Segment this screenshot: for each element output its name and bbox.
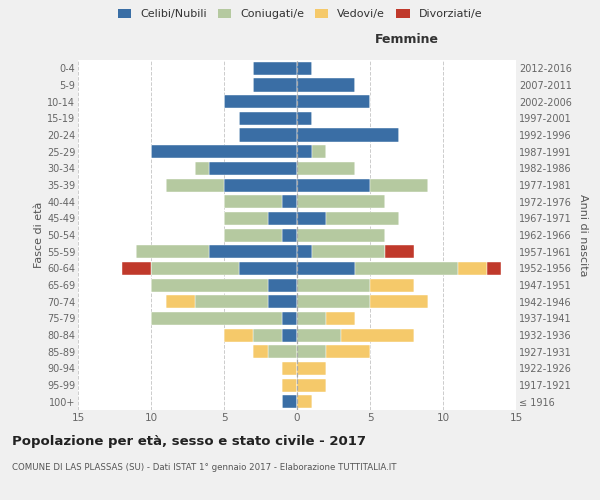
Bar [283,362,297,375]
Text: Popolazione per età, sesso e stato civile - 2017: Popolazione per età, sesso e stato civil… [12,435,366,448]
Bar [268,295,297,308]
Bar [268,345,297,358]
Bar [297,362,326,375]
Bar [224,195,283,208]
Bar [297,145,311,158]
Bar [224,178,297,192]
Bar [311,245,385,258]
Bar [283,328,297,342]
Bar [297,62,311,75]
Bar [224,212,268,225]
Bar [209,162,297,175]
Bar [458,262,487,275]
Bar [297,78,355,92]
Bar [297,128,399,141]
Bar [151,312,283,325]
Bar [239,262,297,275]
Bar [297,378,326,392]
Bar [209,245,297,258]
Bar [224,228,283,241]
Bar [297,195,385,208]
Bar [195,162,209,175]
Bar [326,345,370,358]
Bar [297,212,326,225]
Bar [239,112,297,125]
Bar [297,262,355,275]
Bar [253,62,297,75]
Bar [283,312,297,325]
Bar [326,312,355,325]
Bar [297,112,311,125]
Bar [370,178,428,192]
Bar [370,295,428,308]
Bar [166,295,195,308]
Bar [268,212,297,225]
Bar [297,312,326,325]
Bar [385,245,414,258]
Bar [370,278,414,291]
Bar [151,262,239,275]
Bar [341,328,414,342]
Bar [297,278,370,291]
Bar [487,262,502,275]
Bar [283,228,297,241]
Bar [253,328,283,342]
Bar [239,128,297,141]
Bar [166,178,224,192]
Bar [326,212,399,225]
Bar [151,145,297,158]
Bar [297,345,326,358]
Bar [224,95,297,108]
Bar [283,378,297,392]
Bar [224,328,253,342]
Bar [297,178,370,192]
Bar [253,345,268,358]
Bar [268,278,297,291]
Bar [297,228,385,241]
Bar [283,395,297,408]
Bar [297,328,341,342]
Y-axis label: Fasce di età: Fasce di età [34,202,44,268]
Bar [355,262,458,275]
Y-axis label: Anni di nascita: Anni di nascita [578,194,589,276]
Legend: Celibi/Nubili, Coniugati/e, Vedovi/e, Divorziati/e: Celibi/Nubili, Coniugati/e, Vedovi/e, Di… [115,6,485,22]
Bar [297,395,311,408]
Bar [297,295,370,308]
Bar [195,295,268,308]
Bar [122,262,151,275]
Text: Femmine: Femmine [374,33,439,46]
Text: COMUNE DI LAS PLASSAS (SU) - Dati ISTAT 1° gennaio 2017 - Elaborazione TUTTITALI: COMUNE DI LAS PLASSAS (SU) - Dati ISTAT … [12,462,397,471]
Bar [151,278,268,291]
Bar [297,95,370,108]
Bar [297,162,355,175]
Bar [136,245,209,258]
Bar [253,78,297,92]
Bar [297,245,311,258]
Bar [283,195,297,208]
Bar [311,145,326,158]
